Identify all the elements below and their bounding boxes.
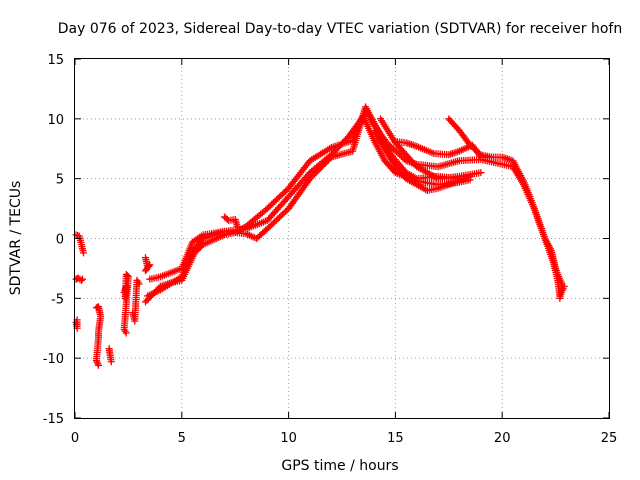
data-point <box>123 272 131 280</box>
data-point <box>323 158 331 166</box>
data-point <box>311 170 319 178</box>
series-track-f <box>120 270 132 337</box>
y-tick-label: -5 <box>51 292 64 307</box>
series-track-e <box>105 345 115 366</box>
data-point <box>475 149 483 157</box>
x-tick-label: 5 <box>178 431 186 446</box>
series-track-l <box>370 127 474 195</box>
data-point <box>314 167 322 175</box>
data-point <box>92 357 100 365</box>
data-point <box>141 298 149 306</box>
series-track-j <box>144 112 474 300</box>
series-track-m <box>376 115 485 183</box>
data-point <box>315 165 323 173</box>
y-tick-label: 5 <box>56 173 64 188</box>
data-point <box>397 152 405 160</box>
data-point <box>312 169 320 177</box>
data-point <box>477 169 485 177</box>
series-track-g <box>129 276 143 325</box>
y-tick-label: -10 <box>43 352 64 367</box>
series-track-c <box>72 316 81 332</box>
data-point <box>321 159 329 167</box>
data-point <box>556 294 564 302</box>
data-point <box>122 329 130 337</box>
data-point <box>135 280 143 288</box>
data-point <box>141 267 149 275</box>
plot-frame <box>74 58 610 419</box>
x-tick-label: 15 <box>387 431 404 446</box>
x-axis-label: GPS time / hours <box>281 458 398 474</box>
series-track-p <box>221 213 241 231</box>
data-point <box>143 265 151 273</box>
x-tick-label: 25 <box>601 431 618 446</box>
data-point <box>399 154 407 162</box>
data-point <box>392 148 400 156</box>
series-track-d <box>92 303 105 369</box>
y-tick-label: 15 <box>47 53 64 68</box>
data-point <box>306 175 314 183</box>
data-point <box>77 276 85 284</box>
series-track-o <box>445 115 496 161</box>
data-point <box>317 164 325 172</box>
series-track-i <box>141 105 568 306</box>
data-point <box>391 146 399 154</box>
series-track-b <box>72 274 86 284</box>
data-point <box>396 151 404 159</box>
data-point <box>324 156 332 164</box>
axis-ticks: 0 5 10 15 20 25 -15 -10 -5 0 5 10 15 <box>43 53 618 446</box>
data-point <box>121 327 129 335</box>
data-point <box>394 149 402 157</box>
data-point <box>320 161 328 169</box>
y-axis-label: SDTVAR / TECUs <box>8 181 24 296</box>
series-track-a <box>72 231 88 257</box>
data-point <box>307 173 315 181</box>
x-tick-label: 0 <box>71 431 79 446</box>
x-tick-label: 10 <box>280 431 297 446</box>
chart-title: Day 076 of 2023, Sidereal Day-to-day VTE… <box>58 21 622 37</box>
y-tick-label: 0 <box>56 233 64 248</box>
series-track-h <box>141 254 154 275</box>
series-track-k <box>146 103 463 283</box>
grid-lines <box>75 59 609 418</box>
data-point <box>93 358 101 366</box>
data-point <box>94 360 102 368</box>
data-point <box>233 223 241 231</box>
y-tick-label: -15 <box>43 412 64 427</box>
data-point <box>488 153 496 161</box>
data-points <box>72 103 568 369</box>
data-point <box>309 172 317 180</box>
data-point <box>94 361 102 369</box>
data-point <box>78 275 86 283</box>
x-tick-label: 20 <box>494 431 511 446</box>
data-point <box>107 358 115 366</box>
data-point <box>318 162 326 170</box>
data-point <box>80 249 88 257</box>
y-tick-label: 10 <box>47 113 64 128</box>
